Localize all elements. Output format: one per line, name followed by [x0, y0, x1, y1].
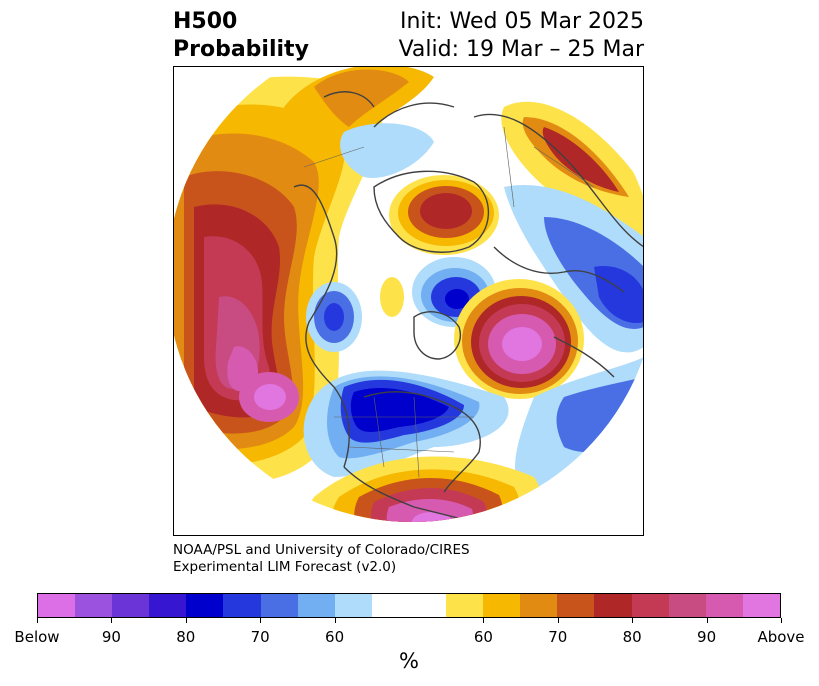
variable-label: H500: [173, 9, 238, 34]
coastlines: [293, 91, 643, 522]
init-date: Init: Wed 05 Mar 2025: [399, 9, 644, 34]
colorbar-swatch: [705, 594, 743, 617]
colorbar-tick-label: 70: [548, 628, 568, 646]
colorbar-tick-mark: [706, 618, 708, 623]
colorbar-unit: %: [399, 649, 419, 673]
colorbar-swatch: [631, 594, 669, 617]
colorbar-swatch: [149, 594, 187, 617]
colorbar-swatch: [297, 594, 335, 617]
colorbar-tick-label: 90: [697, 628, 717, 646]
colorbar-swatch: [446, 594, 484, 617]
colorbar-swatch: [186, 594, 224, 617]
colorbar-tick-mark: [334, 618, 336, 623]
colorbar-swatch: [112, 594, 150, 617]
colorbar-tick-label: 80: [176, 628, 196, 646]
colorbar-swatch: [38, 594, 76, 617]
colorbar-tick-mark: [185, 618, 187, 623]
colorbar-swatch: [483, 594, 521, 617]
credit-line-1: NOAA/PSL and University of Colorado/CIRE…: [173, 542, 470, 558]
colorbar-tick-label: 80: [622, 628, 642, 646]
political-borders: [303, 126, 595, 478]
anomaly-atlantic-positive: [454, 279, 584, 399]
credit-line-2: Experimental LIM Forecast (v2.0): [173, 559, 397, 575]
polar-map: [174, 67, 643, 522]
anomaly-greenland-positive: [389, 175, 499, 255]
subtitle-label: Probability: [173, 37, 309, 62]
map-panel: [173, 66, 644, 536]
colorbar-swatch: [334, 594, 372, 617]
colorbar-tick-mark: [781, 618, 782, 623]
anomaly-north-yellow-band: [284, 67, 434, 158]
colorbar-tick-label: Below: [14, 628, 60, 646]
colorbar-tick-mark: [37, 618, 38, 623]
credit-text: NOAA/PSL and University of Colorado/CIRE…: [173, 542, 470, 576]
colorbar-tick-label: 70: [250, 628, 270, 646]
colorbar-swatch: [594, 594, 632, 617]
colorbar-swatch: [668, 594, 706, 617]
colorbar-tick-mark: [111, 618, 113, 623]
colorbar: [37, 593, 781, 618]
colorbar-swatch: [520, 594, 558, 617]
colorbar-swatch: [408, 594, 447, 617]
colorbar-tick-label: 60: [473, 628, 493, 646]
colorbar-tick-mark: [557, 618, 559, 623]
valid-range: Valid: 19 Mar – 25 Mar: [398, 37, 644, 62]
colorbar-tick-mark: [260, 618, 262, 623]
colorbar-swatch: [260, 594, 298, 617]
colorbar-swatch: [557, 594, 595, 617]
colorbar-tick-label: Above: [757, 628, 805, 646]
anomaly-small-yellow: [380, 277, 404, 317]
colorbar-swatch: [75, 594, 113, 617]
anomaly-siberia-positive: [501, 101, 643, 237]
map-title: H500 Probability: [173, 8, 309, 64]
colorbar-tick-label: 60: [325, 628, 345, 646]
colorbar-swatch: [371, 594, 409, 617]
date-block: Init: Wed 05 Mar 2025 Valid: 19 Mar – 25…: [399, 8, 644, 64]
colorbar-tick-mark: [632, 618, 634, 623]
colorbar-tick-mark: [483, 618, 485, 623]
colorbar-swatch: [742, 594, 780, 617]
colorbar-tick-label: 90: [101, 628, 121, 646]
colorbar-swatch: [223, 594, 261, 617]
